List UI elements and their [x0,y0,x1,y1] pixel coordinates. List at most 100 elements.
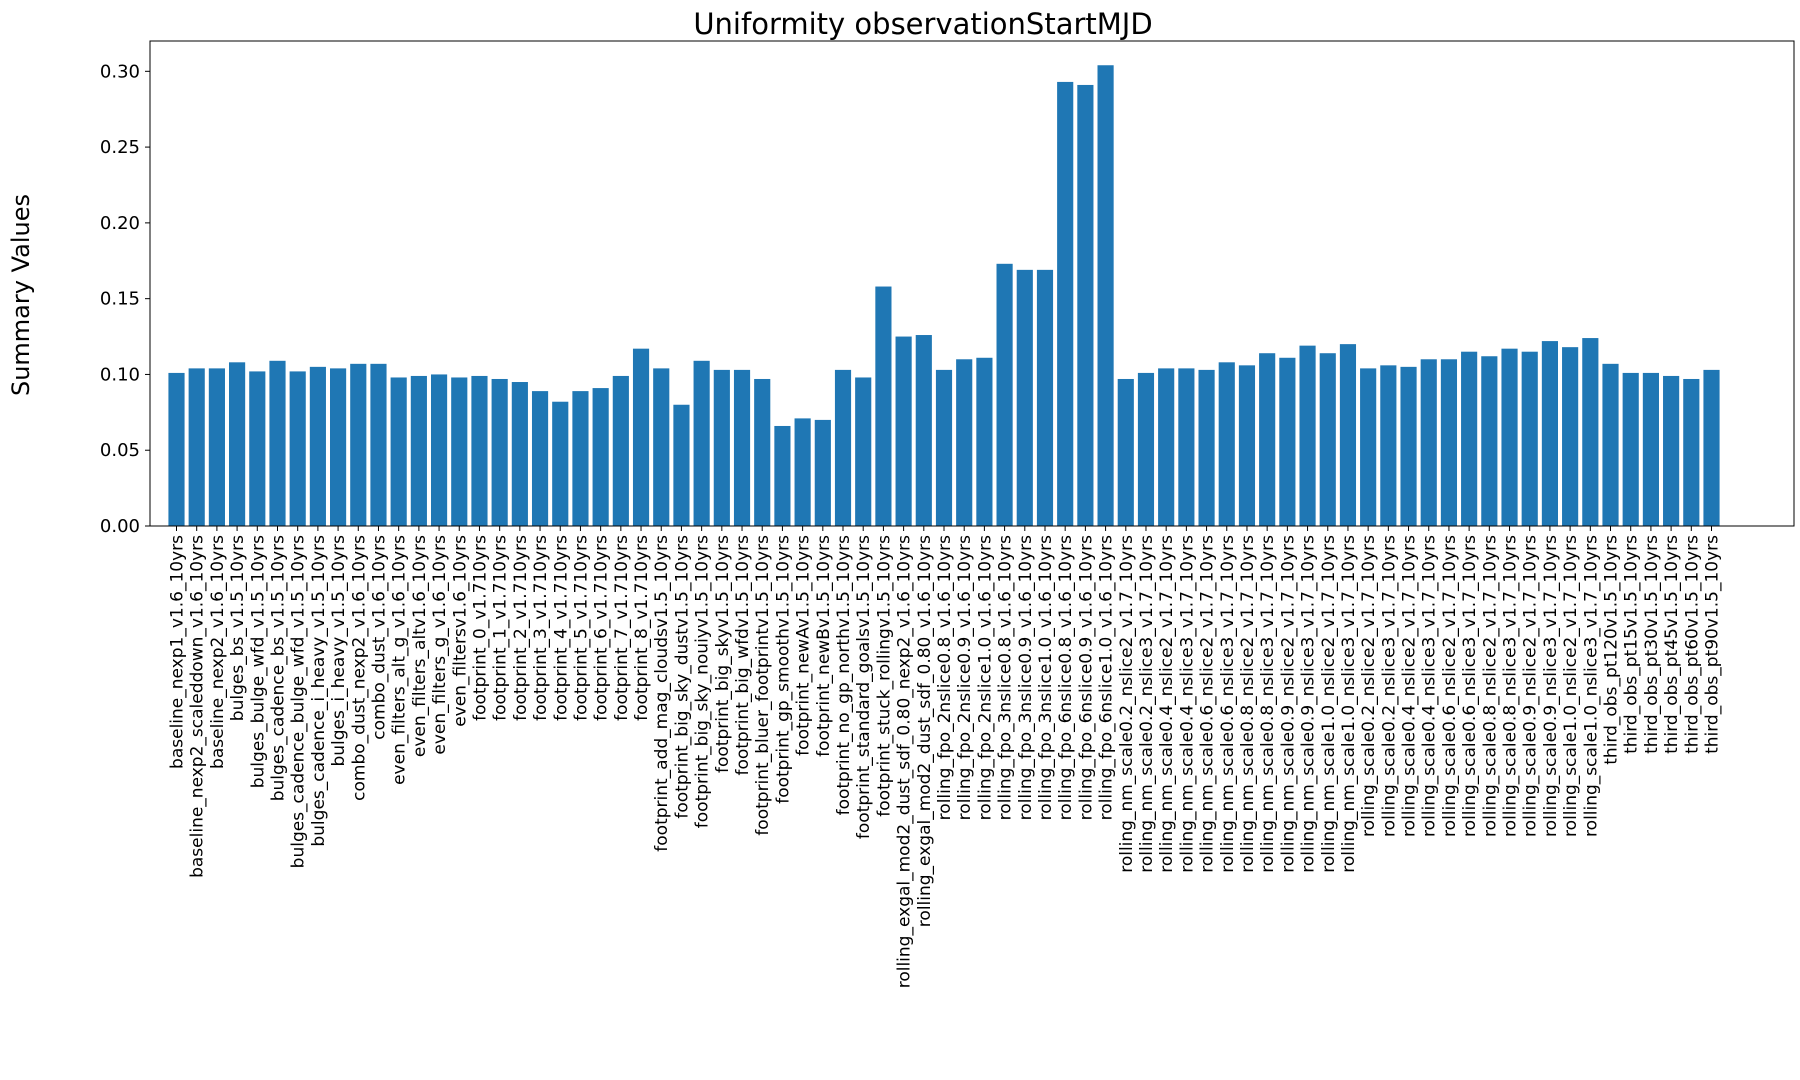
y-tick-label: 0.05 [100,440,140,461]
bar [1360,368,1377,527]
y-axis-label: Summary Values [7,194,35,396]
bar [814,419,831,526]
y-tick-label: 0.20 [100,213,140,234]
x-tick-label: third_obs_pt45v1.5_10yrs [1662,535,1682,754]
x-tick-label: rolling_nm_scale0.2_nslice2_v1.7_10yrs [1117,535,1137,873]
bar [895,336,912,526]
bar [572,391,589,526]
x-tick-label: footprint_big_sky_nouiyv1.5_10yrs [693,535,713,828]
x-tick-label: footprint_8_v1.710yrs [632,535,652,721]
bar [1521,351,1538,526]
x-tick-label: footprint_newAv1.5_10yrs [794,535,814,756]
bar [1097,65,1114,526]
bar [330,368,347,527]
bar [1420,359,1437,526]
bar [875,286,892,526]
bar [1339,344,1357,527]
x-tick-label: bulges_cadence_bulge_wfd_v1.5_10yrs [289,535,309,868]
bar [1582,338,1599,526]
bar [1622,372,1639,526]
x-tick-label: rolling_fpo_2nslice1.0_v1.6_10yrs [975,535,995,820]
x-tick-label: combo_dust_v1.6_10yrs [369,535,389,740]
bar [774,425,791,526]
bar [1198,369,1215,526]
x-tick-label: rolling_scale0.9_nslice2_v1.7_10yrs [1521,535,1541,837]
x-tick-label: baseline_nexp1_v1.6_10yrs [168,535,188,769]
x-tick-label: bulges_cadence_i_heavy_v1.5_10yrs [309,535,329,847]
x-tick-label: footprint_big_sky_dustv1.5_10yrs [672,535,692,819]
bar [1562,347,1579,526]
x-tick-label: footprint_2_v1.710yrs [511,535,531,721]
bar [1259,353,1276,526]
x-tick-label: rolling_nm_scale0.9_nslice3_v1.7_10yrs [1299,535,1319,873]
x-tick-label: rolling_nm_scale0.4_nslice3_v1.7_10yrs [1177,535,1197,873]
x-tick-label: footprint_6_v1.710yrs [592,535,612,721]
x-tick-label: rolling_scale0.8_nslice2_v1.7_10yrs [1480,535,1500,837]
y-axis: 0.00 0.05 0.10 0.15 0.20 0.25 0.30 [100,61,150,537]
bar [390,377,407,526]
bar [309,366,326,526]
x-tick-label: even_filters_alt_g_v1.6_10yrs [390,535,410,785]
bar [1016,269,1033,526]
bar [229,362,246,526]
x-tick-label: footprint_newBv1.5_10yrs [814,535,834,757]
x-tick-label: rolling_nm_scale0.8_nslice2_v1.7_10yrs [1238,535,1258,873]
x-tick-label: rolling_nm_scale1.0_nslice2_v1.7_10yrs [1319,535,1339,873]
x-tick-label: rolling_nm_scale0.6_nslice2_v1.7_10yrs [1198,535,1218,873]
x-tick-label: rolling_nm_scale0.6_nslice3_v1.7_10yrs [1218,535,1238,873]
x-tick-label: bulges_cadence_bs_v1.5_10yrs [268,535,288,801]
bar [1663,375,1680,526]
x-tick-label: third_obs_pt30v1.5_10yrs [1642,535,1662,754]
bar [713,369,730,526]
bar [289,371,306,526]
bar [976,357,993,526]
x-tick-label: rolling_scale1.0_nslice3_v1.7_10yrs [1581,535,1601,837]
bar [410,375,427,526]
bars-group [168,65,1720,527]
x-tick-label: bulges_i_heavy_v1.5_10yrs [329,535,349,767]
bar [1642,372,1659,526]
bar [1683,378,1700,526]
bar [1440,359,1458,526]
x-tick-label: footprint_5_v1.710yrs [571,535,591,721]
x-tick-label: bulges_bs_v1.5_10yrs [228,535,248,721]
bar [1117,378,1134,526]
y-tick-label: 0.10 [100,364,140,385]
bar [1541,341,1558,526]
x-tick-label: footprint_4_v1.710yrs [551,535,571,721]
bar [188,368,205,527]
bar [511,382,528,526]
bar [693,360,710,526]
x-tick-label: footprint_big_skyv1.5_10yrs [713,535,733,773]
x-tick-label: rolling_fpo_6nslice1.0_v1.6_10yrs [1097,535,1117,820]
x-tick-label: footprint_7_v1.710yrs [612,535,632,721]
bar [612,375,629,526]
x-tick-label: combo_dust_nexp2_v1.6_10yrs [349,535,369,801]
bar [269,360,286,526]
x-tick-label: baseline_nexp2_v1.6_10yrs [208,535,228,769]
x-tick-label: rolling_scale0.4_nslice2_v1.7_10yrs [1400,535,1420,837]
bar [956,359,973,526]
bar [1057,81,1074,527]
x-tick-label: rolling_scale0.2_nslice2_v1.7_10yrs [1359,535,1379,837]
x-tick-label: bulges_bulge_wfd_v1.5_10yrs [248,535,268,788]
x-tick-label: even_filtersv1.6_10yrs [450,535,470,727]
x-tick-label: footprint_3_v1.710yrs [531,535,551,721]
x-tick-label: rolling_scale0.8_nslice3_v1.7_10yrs [1501,535,1521,837]
bar [552,401,569,526]
bar [1238,365,1256,526]
x-axis: baseline_nexp1_v1.6_10yrs baseline_nexp2_… [168,526,1723,988]
x-tick-label: rolling_fpo_6nslice0.9_v1.6_10yrs [1076,535,1096,820]
x-tick-label: footprint_bluer_footprintv1.5_10yrs [753,535,773,836]
x-tick-label: third_obs_pt15v1.5_10yrs [1622,535,1642,754]
bar [855,377,872,526]
x-tick-label: rolling_scale0.2_nslice3_v1.7_10yrs [1379,535,1399,837]
x-tick-label: rolling_nm_scale0.2_nslice3_v1.7_10yrs [1137,535,1157,873]
bar [794,418,811,526]
bar [1703,369,1720,526]
x-tick-label: third_obs_pt120v1.5_10yrs [1602,535,1622,765]
x-tick-label: rolling_exgal_mod2_dust_sdf_0.80_v1.6_10… [915,535,935,927]
bar [370,363,387,526]
